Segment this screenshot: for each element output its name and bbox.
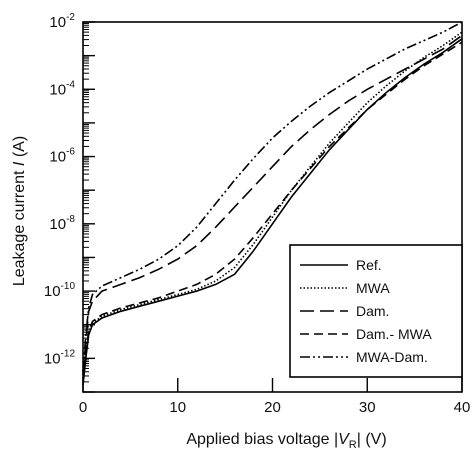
series-lines xyxy=(82,21,463,386)
x-axis-title-prefix: Applied bias voltage | xyxy=(186,431,338,448)
x-tick-label: 20 xyxy=(264,399,281,416)
legend: Ref. MWA Dam. Dam.- MWA MWA-Dam. xyxy=(289,244,463,378)
legend-label: Ref. xyxy=(356,257,382,273)
x-tick-label: 10 xyxy=(169,399,186,416)
y-axis-title: Leakage current I (A) xyxy=(11,136,28,286)
y-tick-label: 10-4 xyxy=(49,79,75,98)
x-axis-title-symbol: V xyxy=(338,431,350,448)
series-line-1 xyxy=(82,38,463,386)
legend-label: Dam. xyxy=(356,303,389,319)
x-tick-label: 40 xyxy=(454,399,471,416)
series-line-2 xyxy=(82,31,463,379)
y-tick-label: 10-2 xyxy=(49,12,75,31)
legend-label: MWA xyxy=(356,280,390,296)
legend-box xyxy=(289,244,463,378)
y-axis-title-prefix: Leakage current xyxy=(11,166,28,286)
y-axis-title-symbol: I xyxy=(11,161,28,166)
series-line-3 xyxy=(82,34,463,376)
series-line-5 xyxy=(82,21,463,372)
x-tick-label: 0 xyxy=(79,399,87,416)
x-axis-title-subscript: R xyxy=(349,439,357,450)
series-line-4 xyxy=(82,41,463,382)
x-axis-title-suffix: | (V) xyxy=(357,431,387,448)
x-axis-title: Applied bias voltage |VR| (V) xyxy=(186,431,386,450)
y-tick-label: 10-6 xyxy=(49,147,75,166)
y-ticks: 10-2 10-4 10-6 10-8 10-10 10-12 xyxy=(44,12,95,393)
legend-label: MWA-Dam. xyxy=(356,349,428,365)
legend-label: Dam.- MWA xyxy=(356,326,432,342)
y-tick-label: 10-10 xyxy=(44,281,76,300)
y-axis-title-suffix: (A) xyxy=(11,136,28,162)
x-ticks: 0 10 20 30 40 xyxy=(79,378,471,416)
x-tick-label: 30 xyxy=(359,399,376,416)
y-tick-label: 10-8 xyxy=(49,214,75,233)
minor-ticks xyxy=(83,23,89,383)
y-tick-label: 10-12 xyxy=(44,348,76,367)
